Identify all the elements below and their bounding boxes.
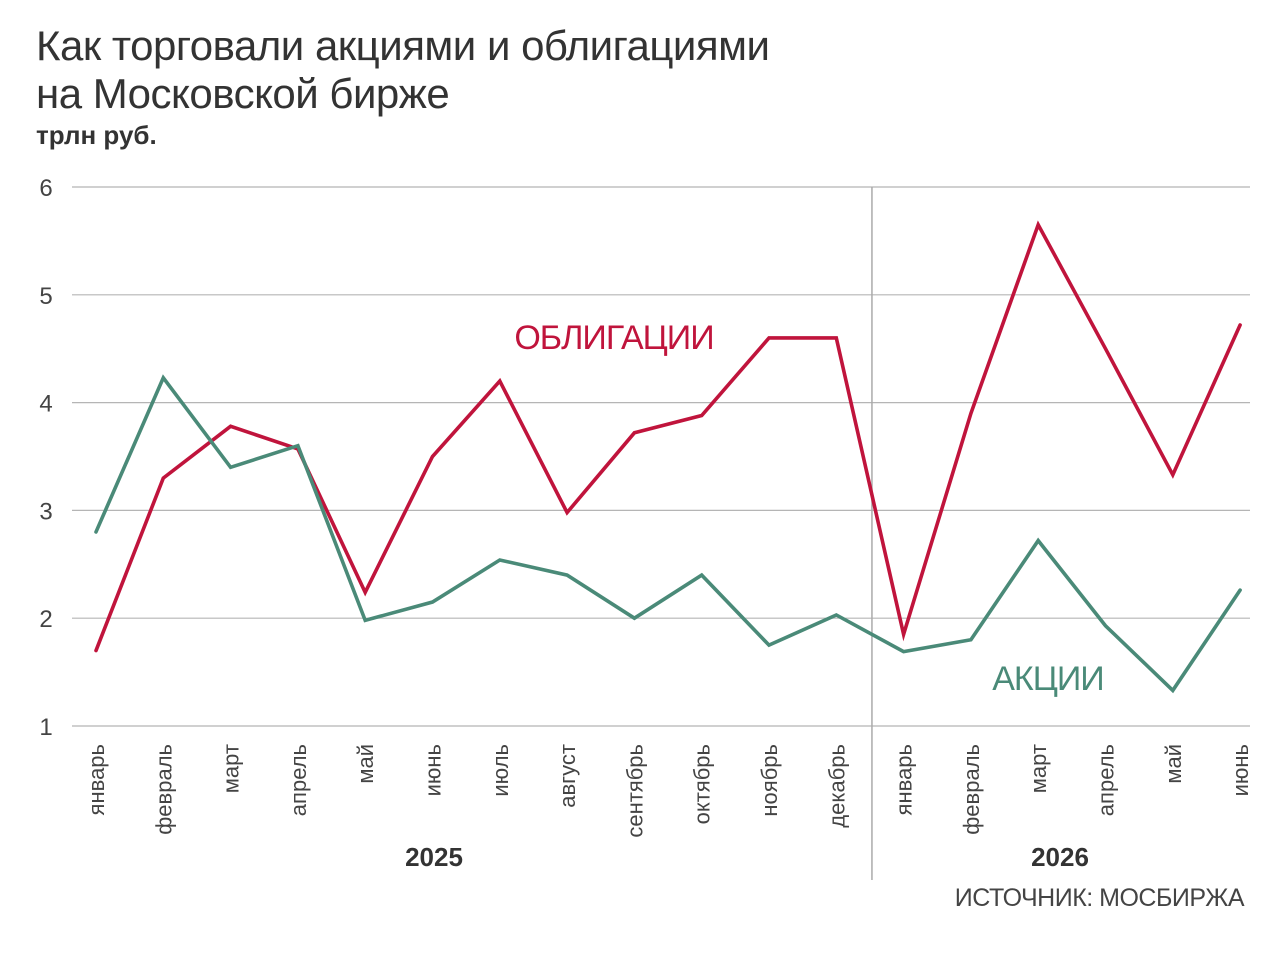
chart-title: Как торговали акциями и облигациями на М… <box>36 22 770 118</box>
series-label-stocks: АКЦИИ <box>992 660 1104 698</box>
series-label-bonds: ОБЛИГАЦИИ <box>514 319 713 357</box>
x-tick-label-0: январь <box>84 744 109 815</box>
series-line-stocks <box>94 374 1242 694</box>
x-tick-label-15: апрель <box>1094 744 1119 816</box>
series-lines <box>94 220 1242 694</box>
y-tick-label-5: 5 <box>39 283 52 310</box>
x-tick-label-11: декабрь <box>824 744 849 828</box>
year-label-2026: 2026 <box>1031 842 1089 872</box>
x-axis-labels: январь февраль март апрель май июнь июль август… <box>84 744 1253 838</box>
x-tick-label-6: июль <box>488 744 513 797</box>
x-tick-label-3: апрель <box>286 744 311 816</box>
year-labels: 2025 2026 <box>405 842 1089 872</box>
x-tick-label-5: июнь <box>421 744 446 796</box>
chart-title-line-1: Как торговали акциями и облигациями <box>36 22 770 69</box>
source-note: ИСТОЧНИК: МОСБИРЖА <box>954 884 1245 912</box>
series-line-bonds <box>94 220 1242 653</box>
grid <box>72 186 1250 727</box>
y-axis-labels: 1 2 3 4 5 6 <box>39 175 52 741</box>
x-tick-label-4: май <box>353 744 378 784</box>
y-tick-label-6: 6 <box>39 175 52 202</box>
y-tick-label-4: 4 <box>39 391 52 418</box>
x-tick-label-12: январь <box>892 744 917 815</box>
x-tick-label-2: март <box>219 744 244 793</box>
year-label-2025: 2025 <box>405 842 463 872</box>
unit-label: трлн руб. <box>36 120 157 150</box>
y-tick-label-2: 2 <box>39 606 52 633</box>
y-tick-label-1: 1 <box>39 714 52 741</box>
x-tick-label-16: май <box>1161 744 1186 784</box>
x-tick-label-8: сентябрь <box>622 744 647 838</box>
x-tick-label-9: октябрь <box>690 744 715 824</box>
y-tick-label-3: 3 <box>39 498 52 525</box>
x-tick-label-14: март <box>1026 744 1051 793</box>
x-tick-label-13: февраль <box>959 744 984 835</box>
x-tick-label-1: февраль <box>151 744 176 835</box>
chart-title-line-2: на Московской бирже <box>36 70 450 117</box>
x-tick-label-7: август <box>555 744 580 808</box>
x-tick-label-10: ноябрь <box>757 744 782 817</box>
series-labels: ОБЛИГАЦИИ АКЦИИ <box>514 319 1104 698</box>
x-tick-label-17: июнь <box>1228 744 1253 796</box>
